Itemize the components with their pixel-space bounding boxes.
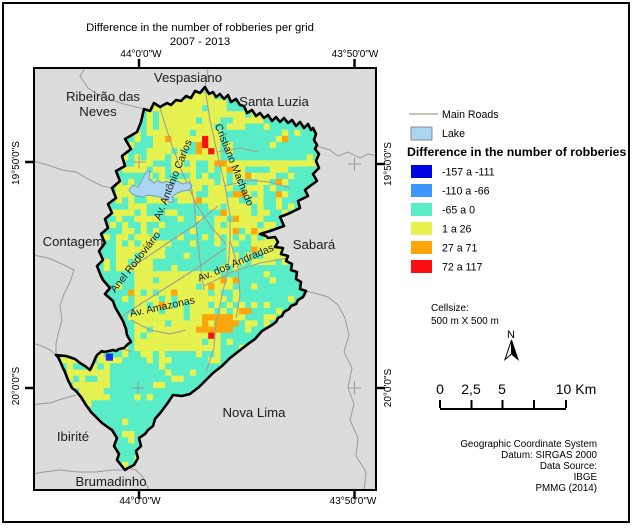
svg-text:44°0'0"W: 44°0'0"W xyxy=(119,496,161,507)
svg-text:27 a 71: 27 a 71 xyxy=(442,243,477,255)
svg-text:43°50'0"W: 43°50'0"W xyxy=(332,49,379,60)
svg-text:Contagem: Contagem xyxy=(42,234,103,249)
svg-text:2,5: 2,5 xyxy=(461,381,481,397)
svg-text:500 m X 500 m: 500 m X 500 m xyxy=(431,316,499,327)
svg-text:Santa Luzia: Santa Luzia xyxy=(239,94,309,109)
svg-text:Cellsize:: Cellsize: xyxy=(431,303,469,314)
svg-text:Ribeirão das: Ribeirão das xyxy=(65,89,139,104)
svg-text:43°50'0"W: 43°50'0"W xyxy=(330,496,377,507)
svg-text:1 a 26: 1 a 26 xyxy=(442,224,472,236)
svg-text:Geographic Coordinate System: Geographic Coordinate System xyxy=(460,439,597,450)
svg-text:-110 a -66: -110 a -66 xyxy=(442,186,490,198)
svg-text:-65 a 0: -65 a 0 xyxy=(442,205,475,217)
svg-text:Data Source:: Data Source: xyxy=(540,461,597,472)
svg-text:44°0'0"W: 44°0'0"W xyxy=(120,49,162,60)
svg-text:0: 0 xyxy=(436,381,444,397)
svg-text:20°0'0"S: 20°0'0"S xyxy=(11,366,22,405)
svg-text:Datum: SIRGAS 2000: Datum: SIRGAS 2000 xyxy=(501,450,597,461)
svg-text:Ibirité: Ibirité xyxy=(56,429,88,444)
svg-text:19°50'0"S: 19°50'0"S xyxy=(11,141,22,185)
svg-text:IBGE: IBGE xyxy=(574,472,598,483)
svg-text:Difference in the number of ro: Difference in the number of robberies xyxy=(407,145,626,159)
svg-text:N: N xyxy=(507,329,515,341)
svg-text:Nova Lima: Nova Lima xyxy=(222,405,286,420)
svg-text:20°0'0"S: 20°0'0"S xyxy=(383,368,394,407)
svg-text:10 Km: 10 Km xyxy=(556,381,596,397)
svg-text:Main Roads: Main Roads xyxy=(442,109,499,121)
svg-text:72 a 117: 72 a 117 xyxy=(442,262,483,274)
svg-text:Lake: Lake xyxy=(442,128,465,140)
svg-text:Neves: Neves xyxy=(79,104,117,119)
svg-text:5: 5 xyxy=(498,381,506,397)
svg-text:Sabará: Sabará xyxy=(292,237,335,252)
svg-text:PMMG (2014): PMMG (2014) xyxy=(535,483,597,494)
svg-text:19°50'0"S: 19°50'0"S xyxy=(383,142,394,186)
svg-text:Brumadinho: Brumadinho xyxy=(75,474,146,489)
svg-text:Vespasiano: Vespasiano xyxy=(153,70,221,85)
svg-text:-157 a -111: -157 a -111 xyxy=(442,167,495,179)
